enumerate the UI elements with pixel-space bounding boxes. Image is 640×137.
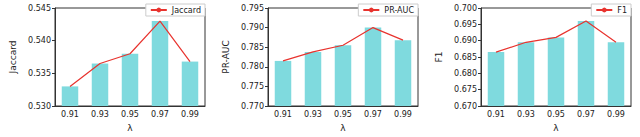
svg-text:F1: F1 xyxy=(617,6,627,15)
svg-text:Jaccard: Jaccard xyxy=(8,41,18,75)
svg-text:0.530: 0.530 xyxy=(28,102,51,111)
svg-text:0.99: 0.99 xyxy=(607,110,625,119)
svg-text:0.99: 0.99 xyxy=(181,110,199,119)
svg-text:0.675: 0.675 xyxy=(454,85,477,94)
svg-text:0.99: 0.99 xyxy=(394,110,412,119)
svg-text:0.540: 0.540 xyxy=(28,36,51,45)
svg-text:0.97: 0.97 xyxy=(151,110,169,119)
svg-text:PR-AUC: PR-AUC xyxy=(384,6,414,15)
svg-text:0.690: 0.690 xyxy=(454,36,477,45)
svg-text:0.685: 0.685 xyxy=(454,53,477,62)
svg-text:0.780: 0.780 xyxy=(241,62,264,71)
svg-text:0.91: 0.91 xyxy=(274,110,292,119)
svg-text:λ: λ xyxy=(127,123,133,133)
svg-text:0.95: 0.95 xyxy=(334,110,352,119)
svg-text:0.93: 0.93 xyxy=(304,110,322,119)
svg-text:0.97: 0.97 xyxy=(364,110,382,119)
svg-text:0.790: 0.790 xyxy=(241,23,264,32)
svg-text:0.95: 0.95 xyxy=(121,110,139,119)
svg-text:0.785: 0.785 xyxy=(241,43,264,52)
svg-text:Jaccard: Jaccard xyxy=(171,6,201,15)
svg-text:0.97: 0.97 xyxy=(577,110,595,119)
svg-text:0.535: 0.535 xyxy=(28,69,51,78)
svg-text:0.93: 0.93 xyxy=(91,110,109,119)
svg-text:F1: F1 xyxy=(434,52,444,63)
svg-text:0.93: 0.93 xyxy=(517,110,535,119)
svg-text:0.775: 0.775 xyxy=(241,82,264,91)
svg-text:0.545: 0.545 xyxy=(28,4,51,13)
svg-text:0.91: 0.91 xyxy=(487,110,505,119)
svg-text:0.680: 0.680 xyxy=(454,69,477,78)
svg-text:0.795: 0.795 xyxy=(241,4,264,13)
svg-text:0.770: 0.770 xyxy=(241,102,264,111)
svg-text:PR-AUC: PR-AUC xyxy=(221,40,231,73)
svg-text:0.91: 0.91 xyxy=(61,110,79,119)
svg-text:λ: λ xyxy=(553,123,559,133)
svg-text:0.670: 0.670 xyxy=(454,102,477,111)
svg-text:λ: λ xyxy=(340,123,346,133)
svg-text:0.700: 0.700 xyxy=(454,4,477,13)
svg-text:0.695: 0.695 xyxy=(454,20,477,29)
svg-text:0.95: 0.95 xyxy=(547,110,565,119)
